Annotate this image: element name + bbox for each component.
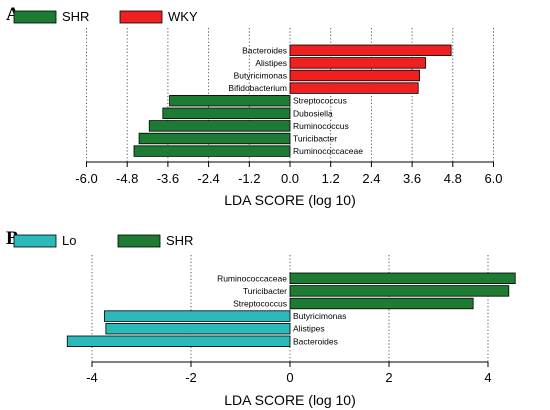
- x-tick-label: -2: [185, 370, 197, 385]
- bar-label: Streptococcus: [293, 96, 347, 106]
- legend-swatch-shr: [117, 234, 161, 248]
- x-tick-label: -3.6: [157, 171, 179, 186]
- bar-label: Bacteroides: [242, 45, 287, 55]
- x-axis-title: LDA SCORE (log 10): [224, 392, 356, 408]
- bar-alistipes: [105, 322, 291, 335]
- x-tick-label: -4: [86, 370, 98, 385]
- bar-label: Alistipes: [255, 58, 287, 68]
- bar-label: Ruminococcaceae: [293, 146, 363, 156]
- x-tick-label: 4: [484, 370, 491, 385]
- bar-label: Ruminococcus: [293, 121, 349, 131]
- bar-bacteroides: [66, 335, 291, 348]
- bar-label: Streptococcus: [233, 299, 287, 309]
- bar-label: Bifidobacterium: [228, 83, 287, 93]
- bar-label: Turicibacter: [293, 134, 337, 144]
- bar-label: Butyricimonas: [234, 71, 287, 81]
- legend-swatch-lo: [13, 234, 57, 248]
- bar-label: Dubosiella: [293, 108, 333, 118]
- bar-streptococcus: [169, 95, 291, 107]
- x-tick-label: -6.0: [75, 171, 97, 186]
- bar-butyricimonas: [103, 310, 291, 322]
- bar-ruminococcaceae: [289, 272, 516, 285]
- legend-label-wky: WKY: [168, 9, 198, 24]
- legend-label-lo: Lo: [62, 233, 76, 248]
- x-tick-label: 6.0: [484, 171, 502, 186]
- x-tick-label: -1.2: [238, 171, 260, 186]
- x-tick-label: 0: [286, 370, 293, 385]
- bar-alistipes: [289, 57, 427, 69]
- bar-label: Turicibacter: [243, 286, 287, 296]
- bar-label: Alistipes: [293, 324, 325, 334]
- x-tick-label: 4.8: [444, 171, 462, 186]
- legend-label-shr: SHR: [166, 233, 193, 248]
- bar-ruminococcus: [148, 120, 291, 132]
- bar-butyricimonas: [289, 69, 420, 82]
- bar-turicibacter: [289, 285, 510, 297]
- x-tick-label: -2.4: [197, 171, 219, 186]
- x-tick-label: 1.2: [322, 171, 340, 186]
- x-tick-label: 2: [385, 370, 392, 385]
- x-tick-label: 3.6: [403, 171, 421, 186]
- x-tick-label: -4.8: [116, 171, 138, 186]
- x-tick-label: 2.4: [362, 171, 380, 186]
- legend-label-shr: SHR: [62, 9, 89, 24]
- bar-label: Butyricimonas: [293, 311, 346, 321]
- x-tick-label: 0.0: [281, 171, 299, 186]
- bar-dubosiella: [162, 107, 291, 120]
- bar-bifidobacterium: [289, 82, 419, 94]
- bar-ruminococcaceae: [133, 145, 291, 157]
- bar-turicibacter: [138, 132, 291, 145]
- bar-label: Ruminococcaceae: [217, 273, 287, 283]
- bar-label: Bacteroides: [293, 336, 338, 346]
- x-axis-title: LDA SCORE (log 10): [224, 192, 356, 208]
- legend-swatch-shr: [13, 10, 57, 24]
- legend-swatch-wky: [119, 10, 163, 24]
- bar-bacteroides: [289, 44, 452, 57]
- bar-streptococcus: [289, 297, 474, 310]
